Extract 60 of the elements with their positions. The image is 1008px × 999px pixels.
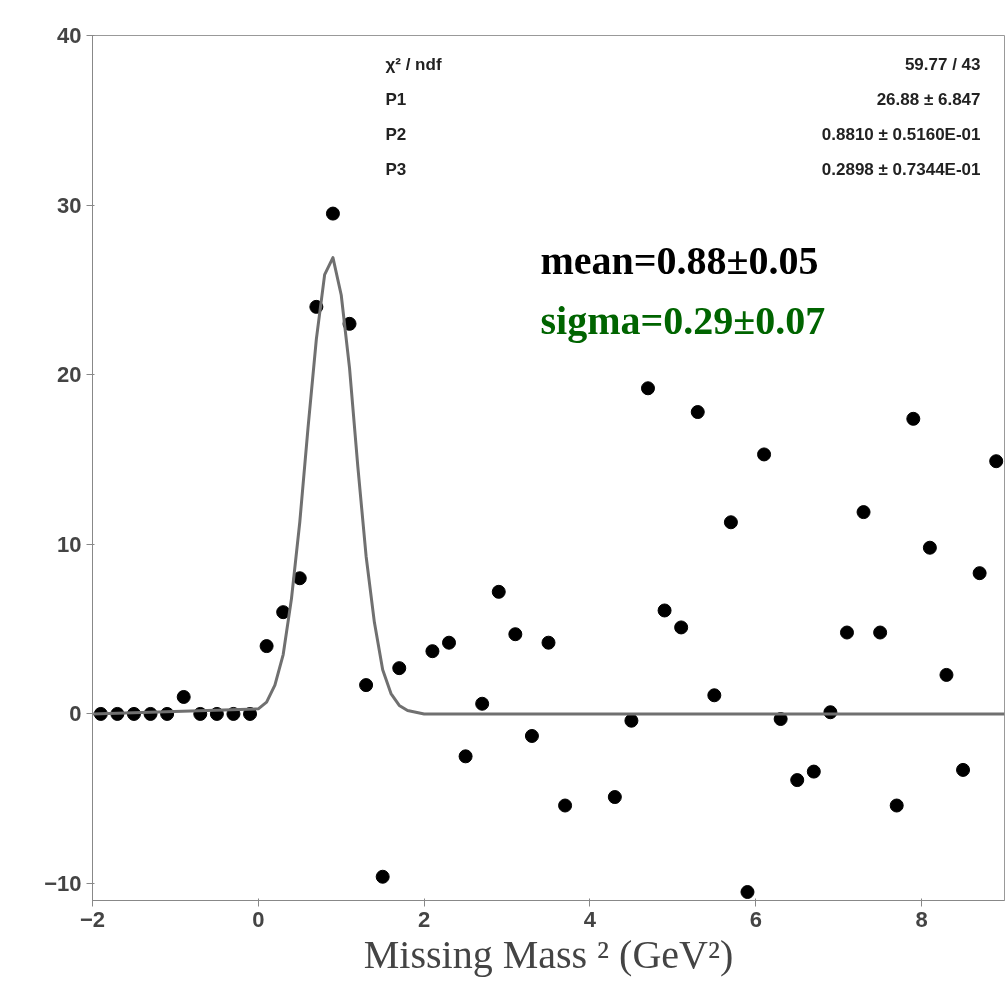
point xyxy=(922,540,937,555)
annotation: P2 xyxy=(385,124,407,144)
point xyxy=(325,206,340,221)
point xyxy=(856,505,871,520)
y-tick-label: 30 xyxy=(57,192,82,218)
annotation: 0.2898 ± 0.7344E-01 xyxy=(821,159,981,179)
x-tick-label: 8 xyxy=(915,906,928,932)
annotation: 59.77 / 43 xyxy=(904,54,981,74)
y-tick-label: −10 xyxy=(44,871,82,897)
point xyxy=(707,688,722,703)
point xyxy=(839,625,854,640)
x-tick-label: −2 xyxy=(79,906,106,932)
point xyxy=(392,661,407,676)
point xyxy=(375,869,390,884)
point xyxy=(674,620,689,635)
point xyxy=(359,678,374,693)
x-tick-label: 6 xyxy=(749,906,762,932)
point xyxy=(906,411,921,426)
y-tick-label: 10 xyxy=(57,531,82,557)
point xyxy=(806,764,821,779)
point xyxy=(558,798,573,813)
point xyxy=(873,625,888,640)
point xyxy=(176,689,191,704)
point xyxy=(740,885,755,900)
point xyxy=(491,584,506,599)
point xyxy=(524,728,539,743)
annotation: P3 xyxy=(385,159,407,179)
x-tick-label: 0 xyxy=(252,906,265,932)
point xyxy=(442,635,457,650)
y-tick-label: 40 xyxy=(57,23,82,48)
point xyxy=(939,667,954,682)
annotation: 26.88 ± 6.847 xyxy=(876,89,981,109)
x-tick-label: 4 xyxy=(583,906,597,932)
annotation: χ² / ndf xyxy=(385,54,442,74)
annotation: sigma=0.29±0.07 xyxy=(540,297,826,343)
point xyxy=(972,566,987,581)
point xyxy=(690,405,705,420)
point xyxy=(640,381,655,396)
point xyxy=(458,749,473,764)
point xyxy=(757,447,772,462)
point xyxy=(723,515,738,530)
point xyxy=(541,635,556,650)
point xyxy=(607,790,622,805)
point xyxy=(624,713,639,728)
annotation: 0.8810 ± 0.5160E-01 xyxy=(821,124,981,144)
point xyxy=(790,773,805,788)
point xyxy=(657,603,672,618)
annotation: P1 xyxy=(385,89,407,109)
point xyxy=(508,627,523,642)
y-tick-label: 0 xyxy=(69,701,82,727)
x-tick-label: 2 xyxy=(418,906,431,932)
point xyxy=(956,762,971,777)
point xyxy=(425,644,440,659)
x-axis-title: Missing Mass ² (GeV²) xyxy=(363,931,734,977)
y-tick-label: 20 xyxy=(57,362,82,388)
point xyxy=(989,454,1004,469)
point xyxy=(259,639,274,654)
annotation: mean=0.88±0.05 xyxy=(540,237,819,283)
point xyxy=(475,696,490,711)
point xyxy=(889,798,904,813)
